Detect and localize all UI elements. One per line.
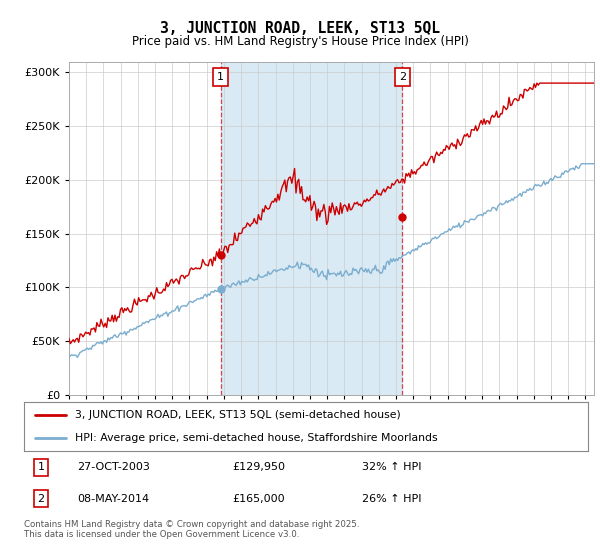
- Text: 1: 1: [37, 463, 44, 473]
- Text: 32% ↑ HPI: 32% ↑ HPI: [362, 463, 422, 473]
- Text: £129,950: £129,950: [233, 463, 286, 473]
- Text: HPI: Average price, semi-detached house, Staffordshire Moorlands: HPI: Average price, semi-detached house,…: [75, 433, 437, 443]
- Text: £165,000: £165,000: [233, 494, 286, 504]
- Text: 2: 2: [399, 72, 406, 82]
- Text: 3, JUNCTION ROAD, LEEK, ST13 5QL (semi-detached house): 3, JUNCTION ROAD, LEEK, ST13 5QL (semi-d…: [75, 410, 401, 421]
- Text: 27-OCT-2003: 27-OCT-2003: [77, 463, 151, 473]
- Text: 26% ↑ HPI: 26% ↑ HPI: [362, 494, 422, 504]
- Text: Price paid vs. HM Land Registry's House Price Index (HPI): Price paid vs. HM Land Registry's House …: [131, 35, 469, 48]
- Text: 2: 2: [37, 494, 44, 504]
- Text: 1: 1: [217, 72, 224, 82]
- Text: 08-MAY-2014: 08-MAY-2014: [77, 494, 150, 504]
- Text: Contains HM Land Registry data © Crown copyright and database right 2025.
This d: Contains HM Land Registry data © Crown c…: [24, 520, 359, 539]
- Bar: [221, 62, 403, 395]
- Text: 3, JUNCTION ROAD, LEEK, ST13 5QL: 3, JUNCTION ROAD, LEEK, ST13 5QL: [160, 21, 440, 36]
